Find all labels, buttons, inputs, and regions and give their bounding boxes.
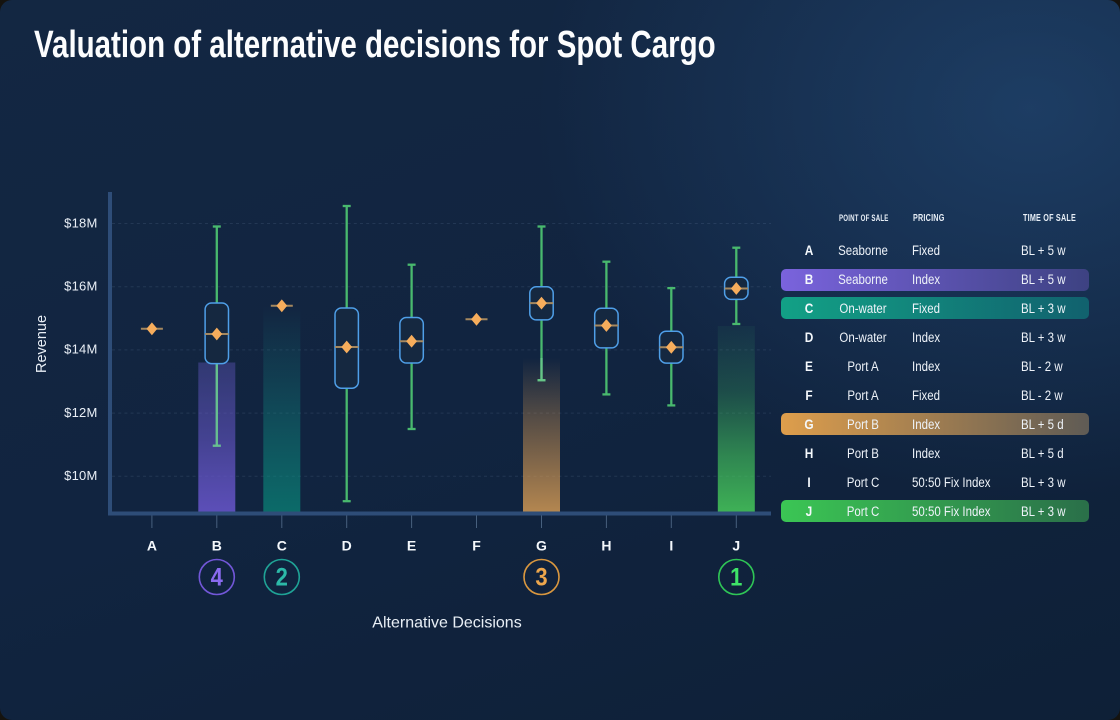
svg-text:C: C — [277, 538, 287, 554]
svg-text:G: G — [536, 538, 547, 554]
svg-text:H: H — [601, 538, 611, 554]
svg-text:$12M: $12M — [64, 405, 97, 420]
svg-text:2: 2 — [276, 563, 288, 591]
svg-text:D: D — [342, 538, 352, 554]
svg-text:E: E — [407, 538, 416, 554]
svg-text:$18M: $18M — [64, 215, 97, 230]
svg-text:Revenue: Revenue — [34, 315, 50, 373]
svg-text:J: J — [732, 538, 740, 554]
svg-text:A: A — [147, 538, 157, 554]
svg-text:Alternative Decisions: Alternative Decisions — [372, 615, 521, 632]
svg-text:$10M: $10M — [64, 468, 97, 483]
svg-text:I: I — [669, 538, 673, 554]
svg-text:$14M: $14M — [64, 342, 97, 357]
svg-text:B: B — [212, 538, 222, 554]
svg-text:1: 1 — [730, 563, 742, 591]
svg-text:4: 4 — [211, 563, 223, 591]
svg-text:F: F — [472, 538, 481, 554]
svg-text:3: 3 — [535, 563, 547, 591]
svg-text:$16M: $16M — [64, 279, 97, 294]
